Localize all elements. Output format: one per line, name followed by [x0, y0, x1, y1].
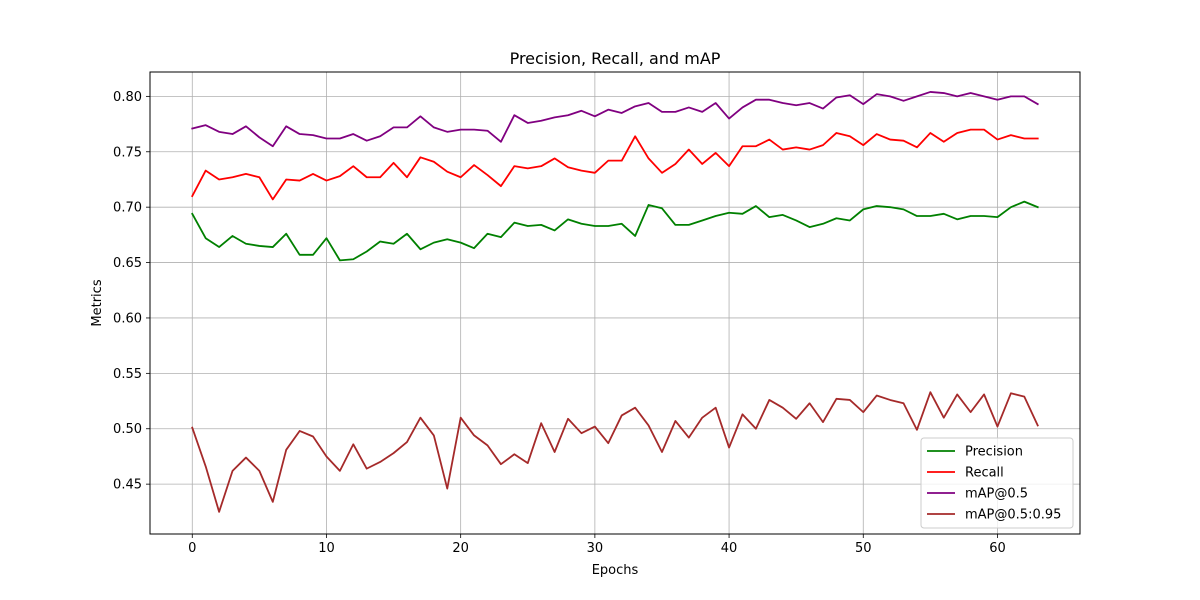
axis-ticks: 0 10 20 30 40 50 60 0.45 0.50 0.55 0.60 0.65 0.70 0.7…	[113, 90, 1006, 556]
legend-box	[920, 437, 1074, 529]
y-axis-label: Metrics	[90, 279, 105, 326]
series-line-map-0-5	[191, 91, 1039, 148]
x-tick-label: 30	[587, 541, 604, 556]
grid	[150, 72, 1080, 534]
legend-label-map-0-5: mAP@0.5	[965, 487, 1028, 502]
x-tick-label: 40	[721, 541, 738, 556]
y-tick-label: 0.50	[113, 422, 142, 437]
x-axis-label: Epochs	[592, 563, 639, 578]
chart-title: Precision, Recall, and mAP	[510, 49, 721, 68]
x-tick-label: 50	[855, 541, 872, 556]
series-lines	[191, 91, 1039, 513]
plot-frame	[149, 71, 1081, 535]
y-tick-label: 0.80	[113, 90, 142, 105]
x-tick-label: 60	[989, 541, 1006, 556]
legend: Precision Recall mAP@0.5 mAP@0.5:0.95	[920, 437, 1074, 529]
series-line-recall	[191, 128, 1039, 201]
y-tick-label: 0.70	[113, 201, 142, 216]
x-tick-label: 20	[452, 541, 469, 556]
y-tick-label: 0.75	[113, 145, 142, 160]
y-tick-label: 0.55	[113, 367, 142, 382]
x-tick-label: 0	[188, 541, 196, 556]
y-tick-label: 0.65	[113, 256, 142, 271]
series-line-map-0-5-0-95	[191, 391, 1039, 513]
legend-label-map-0-5-0-95: mAP@0.5:0.95	[965, 508, 1061, 523]
x-tick-label: 10	[318, 541, 335, 556]
series-line-precision	[191, 200, 1039, 262]
y-tick-label: 0.45	[113, 478, 142, 493]
legend-label-precision: Precision	[965, 445, 1023, 460]
legend-label-recall: Recall	[965, 466, 1004, 481]
y-tick-label: 0.60	[113, 311, 142, 326]
